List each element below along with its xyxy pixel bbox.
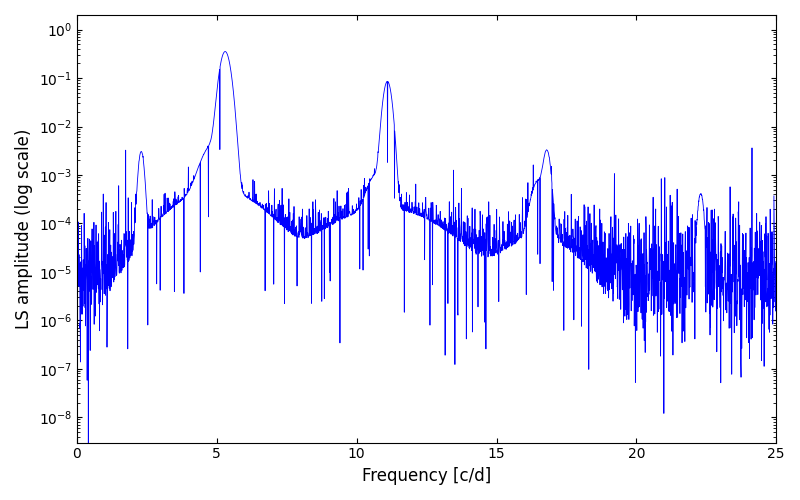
- Y-axis label: LS amplitude (log scale): LS amplitude (log scale): [15, 128, 33, 329]
- X-axis label: Frequency [c/d]: Frequency [c/d]: [362, 467, 491, 485]
